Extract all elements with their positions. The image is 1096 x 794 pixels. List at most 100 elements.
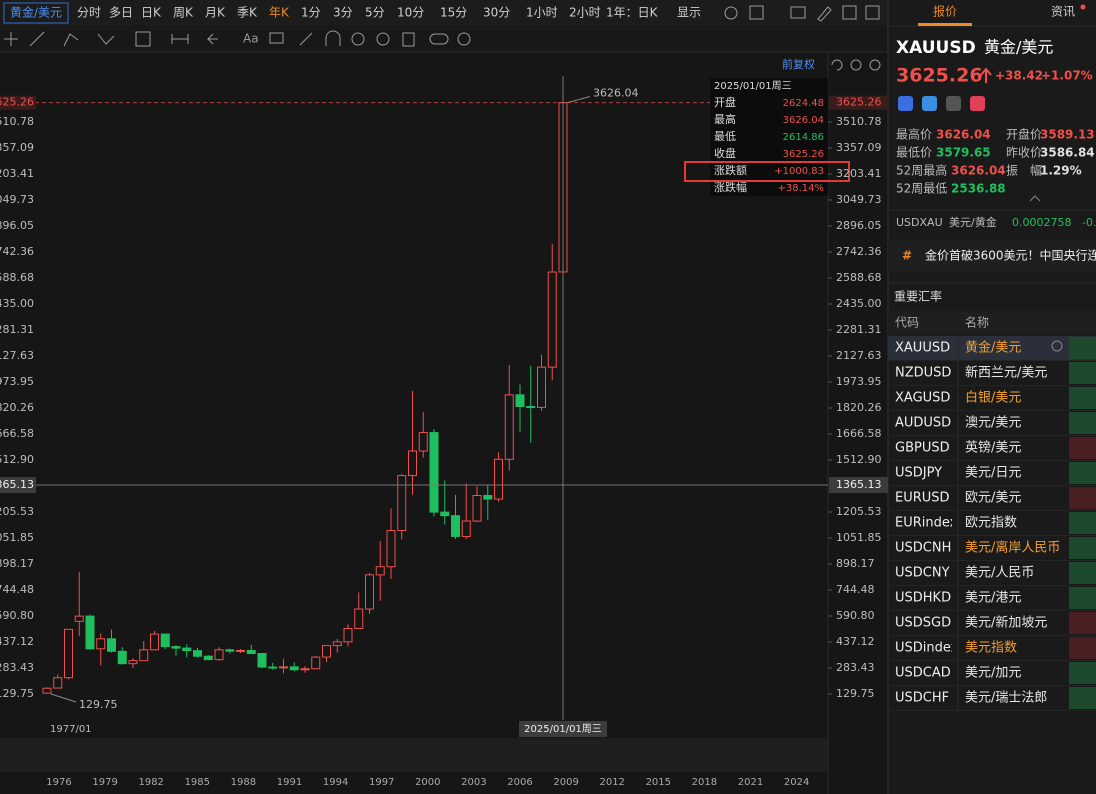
rate-code[interactable]: USDJPY <box>895 466 942 481</box>
info-label: 涨跌额 <box>714 163 747 177</box>
symbol-box[interactable] <box>3 2 69 24</box>
web-icon[interactable] <box>898 96 913 111</box>
period-tab[interactable]: 月K <box>205 6 226 20</box>
fib-tool[interactable] <box>135 31 151 47</box>
rate-name[interactable]: 美元/加元 <box>965 666 1021 681</box>
last-price-tag-bg <box>829 95 888 110</box>
period-tab[interactable]: 2小时 <box>569 6 601 20</box>
arrow-tool[interactable] <box>206 33 218 45</box>
candle-body <box>537 366 546 408</box>
navigator[interactable] <box>0 738 828 772</box>
tag-icon[interactable] <box>922 96 937 111</box>
crosshair-tool[interactable] <box>4 32 18 46</box>
fullscreen-icon[interactable] <box>842 5 857 20</box>
news-headline[interactable]: 金价首破3600美元！中国央行连 <box>925 248 1096 263</box>
channel-tool[interactable] <box>63 33 79 47</box>
rate-code[interactable]: USDHKD <box>895 591 951 606</box>
period-tab[interactable]: 日K <box>141 6 162 20</box>
period-tab[interactable]: 年K <box>269 6 290 20</box>
period-tab[interactable]: 季K <box>237 6 258 20</box>
candle-body <box>171 646 181 649</box>
rate-code[interactable]: EURindex <box>895 516 958 531</box>
toggle-tool[interactable] <box>429 33 449 45</box>
rate-code[interactable]: AUDUSD <box>895 416 951 431</box>
rate-name[interactable]: 新西兰元/美元 <box>965 365 1047 381</box>
note-tool[interactable] <box>269 32 284 44</box>
period-tab[interactable]: 分时 <box>77 6 101 20</box>
rate-code[interactable]: XAGUSD <box>895 391 950 406</box>
rate-name[interactable]: 美元/新加坡元 <box>965 615 1047 631</box>
stat-value: 3579.65 <box>936 146 991 160</box>
settings-icon[interactable] <box>724 6 738 20</box>
rate-name[interactable]: 美元/日元 <box>965 466 1021 481</box>
rate-code[interactable]: EURUSD <box>895 491 950 506</box>
info-box <box>710 78 828 196</box>
sidebar-icon[interactable] <box>865 5 880 20</box>
hide-tool[interactable] <box>351 32 365 46</box>
reset-view[interactable] <box>831 59 843 71</box>
eye-icon[interactable] <box>1051 340 1063 352</box>
period-tab[interactable]: 5分 <box>365 6 385 20</box>
zoom-out[interactable] <box>850 59 862 71</box>
camera-icon[interactable] <box>790 6 806 19</box>
period-tab[interactable]: 3分 <box>333 6 353 20</box>
delete-tool[interactable] <box>402 32 415 47</box>
rate-name[interactable]: 美元/离岸人民币 <box>965 540 1060 556</box>
period-tab[interactable]: 1小时 <box>526 6 558 20</box>
collapse-icon[interactable] <box>1029 195 1041 202</box>
period-tab[interactable]: 30分 <box>483 6 510 20</box>
rate-name[interactable]: 黄金/美元 <box>965 340 1021 356</box>
rate-code[interactable]: USDCAD <box>895 666 951 681</box>
period-tab[interactable]: 周K <box>173 6 194 20</box>
period-tab[interactable]: 15分 <box>440 6 467 20</box>
rate-code[interactable]: GBPUSD <box>895 441 950 456</box>
candle-body <box>214 649 224 661</box>
line-tool[interactable] <box>29 31 45 47</box>
rate-code[interactable]: USDSGD <box>895 616 951 631</box>
rate-code[interactable]: USDCNH <box>895 541 951 556</box>
zoom-in[interactable] <box>869 59 881 71</box>
fav-icon[interactable] <box>970 96 985 111</box>
layout-icon[interactable] <box>749 5 764 20</box>
period-tab[interactable]: 多日 <box>109 6 133 20</box>
inverse-value: 0.0002758 <box>1012 216 1072 229</box>
pen-icon[interactable] <box>817 6 832 22</box>
magnet-tool[interactable] <box>325 30 341 46</box>
font-tool[interactable]: Aa <box>243 32 259 46</box>
symbol-tab[interactable]: 黄金/美元 <box>10 5 62 20</box>
ruler-tool[interactable] <box>299 32 313 46</box>
tool-settings[interactable] <box>457 32 471 46</box>
wave-tool[interactable] <box>97 33 115 45</box>
symbol-name: 黄金/美元 <box>984 38 1053 57</box>
y-tick-label-left: 1973.95 <box>0 375 34 388</box>
rate-name[interactable]: 美元/人民币 <box>965 566 1034 581</box>
rate-code[interactable]: USDindex <box>895 641 959 656</box>
tab[interactable]: 资讯 <box>1051 5 1075 19</box>
rate-name[interactable]: 欧元/美元 <box>965 491 1021 506</box>
stat-value: 3589.13 <box>1040 128 1095 142</box>
display-select[interactable]: 显示 <box>677 6 701 20</box>
rate-name[interactable]: 英镑/美元 <box>965 440 1021 456</box>
rate-name[interactable]: 美元指数 <box>965 641 1017 656</box>
rate-code[interactable]: NZDUSD <box>895 366 951 381</box>
doc-icon[interactable] <box>946 96 961 111</box>
navigator-label: 2009 <box>553 777 578 788</box>
y-tick-label: 744.48 <box>836 583 875 596</box>
tab[interactable]: 报价 <box>933 4 957 19</box>
highlight-box <box>684 161 850 182</box>
range-select[interactable]: 1年：日K <box>606 6 659 20</box>
rate-name[interactable]: 欧元指数 <box>965 516 1017 531</box>
rate-name[interactable]: 美元/瑞士法郎 <box>965 691 1047 706</box>
rate-name[interactable]: 澳元/美元 <box>965 415 1021 431</box>
news-bg[interactable] <box>888 240 1096 272</box>
period-tab[interactable]: 10分 <box>397 6 424 20</box>
measure-tool[interactable] <box>171 34 189 44</box>
period-tab[interactable]: 1分 <box>301 6 321 20</box>
rate-code[interactable]: USDCHF <box>895 691 949 706</box>
lock-tool[interactable] <box>376 32 390 46</box>
adjust-mode[interactable]: 前复权 <box>782 57 815 71</box>
rate-code[interactable]: XAUUSD <box>895 341 950 356</box>
rate-code[interactable]: USDCNY <box>895 566 950 581</box>
rate-name[interactable]: 美元/港元 <box>965 591 1021 606</box>
rate-name[interactable]: 白银/美元 <box>965 390 1021 406</box>
